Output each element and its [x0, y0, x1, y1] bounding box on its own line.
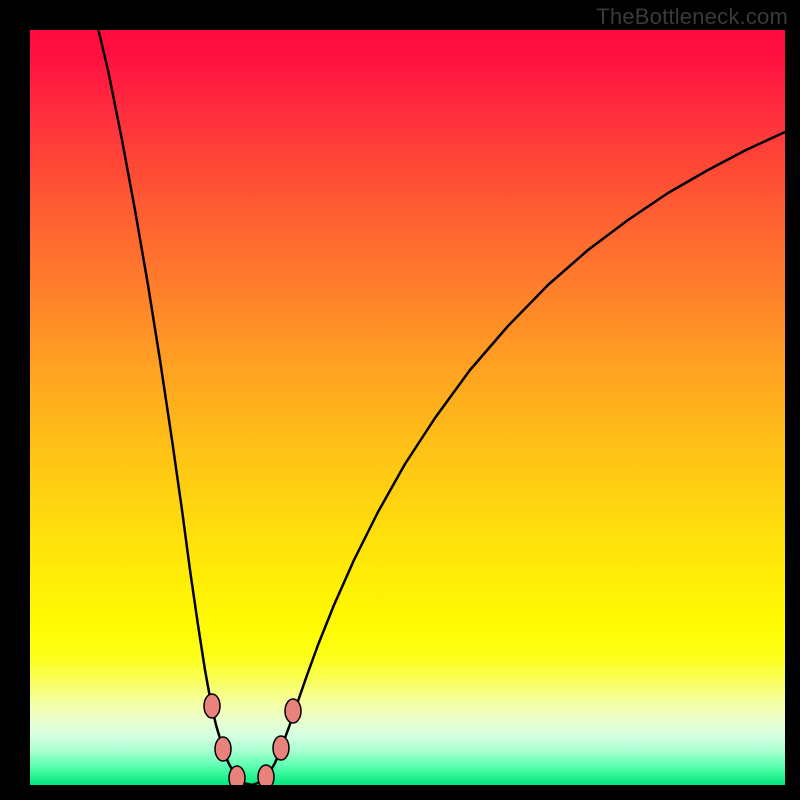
curve-marker [258, 765, 274, 785]
bottleneck-curve-path [96, 30, 785, 785]
curve-marker [273, 736, 289, 760]
watermark-text: TheBottleneck.com [596, 4, 788, 30]
chart-frame: TheBottleneck.com [0, 0, 800, 800]
bottleneck-curve [30, 30, 785, 785]
curve-marker [215, 737, 231, 761]
plot-area [30, 30, 785, 785]
curve-marker [229, 766, 245, 785]
curve-marker [204, 694, 220, 718]
curve-marker [285, 699, 301, 723]
